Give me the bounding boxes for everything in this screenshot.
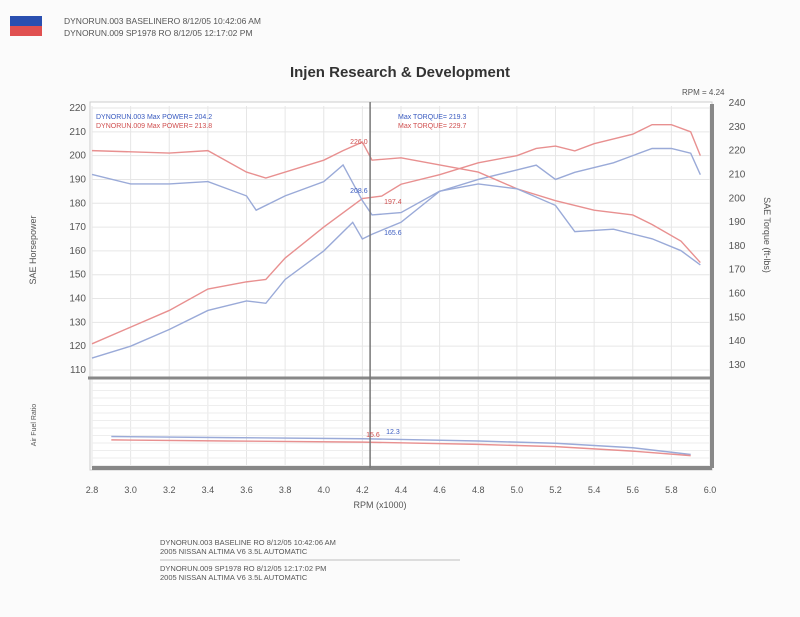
torque-line-2 — [91, 141, 701, 264]
rpm-readout: RPM = 4.24 — [682, 88, 725, 97]
legend-power: DYNORUN.009 Max POWER= 213.8 — [96, 123, 212, 130]
cursor-value-label: 226.0 — [350, 139, 368, 146]
y2-tick-label: 140 — [729, 336, 746, 347]
x-tick-label: 5.0 — [511, 485, 524, 495]
y-tick-label: 160 — [69, 246, 86, 257]
x-tick-label: 4.0 — [317, 485, 330, 495]
x-tick-label: 4.4 — [395, 485, 408, 495]
legend-power: DYNORUN.003 Max POWER= 204.2 — [96, 114, 212, 121]
x-tick-label: 3.8 — [279, 485, 292, 495]
y2-tick-label: 230 — [729, 122, 746, 133]
x-tick-label: 4.6 — [433, 485, 446, 495]
y-tick-label: 220 — [69, 103, 86, 114]
y2-tick-label: 220 — [729, 146, 746, 157]
y-tick-label: 180 — [69, 198, 86, 209]
chart-title: Injen Research & Development — [289, 64, 511, 81]
y-tick-label: 130 — [69, 317, 86, 328]
cursor-value-label: 208.6 — [350, 188, 368, 195]
sp1978-swatch — [10, 26, 42, 36]
x-tick-label: 5.4 — [588, 485, 601, 495]
y-tick-label: 140 — [69, 294, 86, 305]
afr-cursor-label: 12.3 — [386, 429, 400, 436]
y-tick-label: 210 — [69, 127, 86, 138]
x-tick-label: 5.8 — [665, 485, 678, 495]
legend-torque: Max TORQUE= 219.3 — [398, 114, 467, 121]
divider — [160, 559, 460, 561]
x-tick-label: 5.2 — [549, 485, 562, 495]
y-tick-label: 190 — [69, 174, 86, 185]
afr-cursor-label: 15.6 — [366, 432, 380, 439]
x-tick-label: 5.6 — [626, 485, 639, 495]
run-info-line: DYNORUN.003 BASELINE RO 8/12/05 10:42:06… — [160, 538, 336, 547]
y-tick-label: 120 — [69, 341, 86, 352]
y2-tick-label: 190 — [729, 217, 746, 228]
y2-tick-label: 170 — [729, 265, 746, 276]
cursor-value-label: 197.4 — [384, 199, 402, 206]
x-tick-label: 6.0 — [704, 485, 717, 495]
run-info-line: 2005 NISSAN ALTIMA V6 3.5L AUTOMATIC — [160, 573, 308, 582]
y2-tick-label: 240 — [729, 98, 746, 109]
y2-tick-label: 210 — [729, 169, 746, 180]
afr-axis-label: Air Fuel Ratio — [31, 404, 38, 447]
x-tick-label: 2.8 — [86, 485, 99, 495]
x-tick-label: 3.4 — [202, 485, 215, 495]
cursor-value-label: 165.6 — [384, 230, 402, 237]
y-tick-label: 200 — [69, 151, 86, 162]
afr-line-0 — [111, 435, 691, 456]
y2-tick-label: 200 — [729, 193, 746, 204]
x-tick-label: 3.0 — [124, 485, 137, 495]
y2-tick-label: 180 — [729, 241, 746, 252]
run-info-box: DYNORUN.003 BASELINE RO 8/12/05 10:42:06… — [160, 538, 460, 608]
y2-tick-label: 150 — [729, 312, 746, 323]
y2-axis-label: SAE Torque (ft-lbs) — [762, 197, 772, 273]
power-line-1 — [91, 147, 701, 359]
header-run-1: DYNORUN.003 BASELINERO 8/12/05 10:42:06 … — [64, 16, 262, 26]
afr-line-1 — [111, 439, 691, 457]
x-tick-label: 4.8 — [472, 485, 485, 495]
y-tick-label: 110 — [70, 365, 86, 376]
power-line-0 — [91, 123, 701, 345]
x-tick-label: 3.6 — [240, 485, 253, 495]
header-run-2: DYNORUN.009 SP1978 RO 8/12/05 12:17:02 P… — [64, 28, 253, 38]
run-info-line: DYNORUN.009 SP1978 RO 8/12/05 12:17:02 P… — [160, 564, 327, 573]
y-tick-label: 170 — [69, 222, 86, 233]
y-axis-label: SAE Horsepower — [28, 215, 38, 284]
y2-tick-label: 130 — [729, 360, 746, 371]
x-tick-label: 3.2 — [163, 485, 176, 495]
x-axis-label: RPM (x1000) — [353, 500, 406, 510]
torque-line-3 — [91, 163, 701, 266]
x-tick-label: 4.2 — [356, 485, 369, 495]
baseline-swatch — [10, 16, 42, 26]
run-info-line: 2005 NISSAN ALTIMA V6 3.5L AUTOMATIC — [160, 547, 308, 556]
legend-torque: Max TORQUE= 229.7 — [398, 123, 467, 130]
y2-tick-label: 160 — [729, 289, 746, 300]
y-tick-label: 150 — [69, 270, 86, 281]
